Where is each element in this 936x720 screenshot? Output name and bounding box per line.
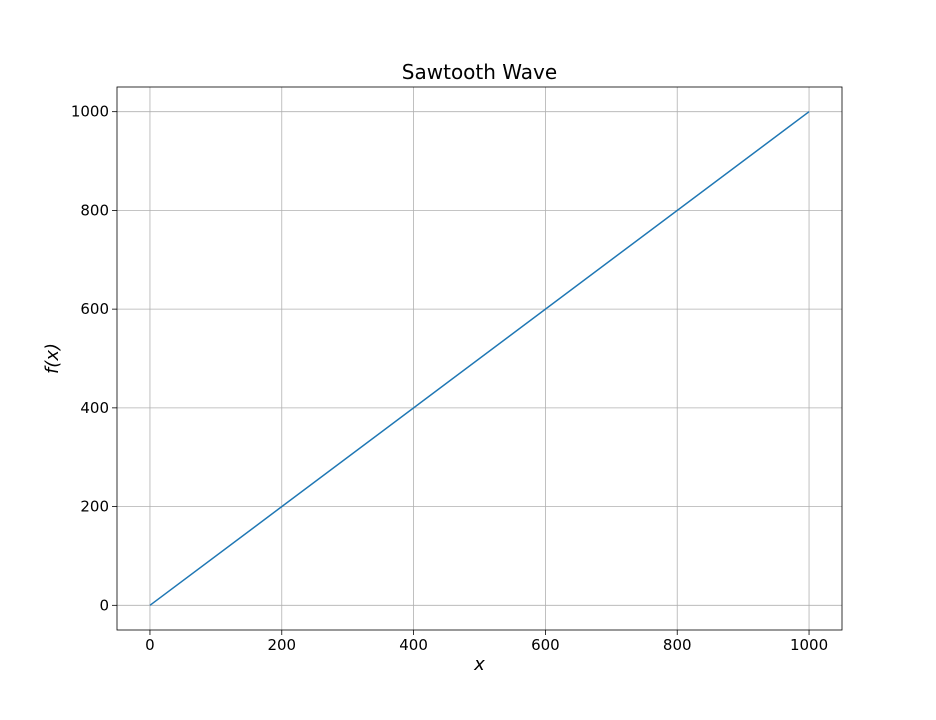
y-tick-label: 600 [80, 300, 109, 318]
y-axis-label: f(x) [42, 343, 63, 374]
y-tick-label: 1000 [71, 103, 109, 121]
grid-layer [117, 87, 842, 630]
y-tick-label: 800 [80, 201, 109, 219]
x-tick-label: 600 [531, 636, 560, 654]
tick-layer: 0 200 400 600 800 1000 0 200 400 600 800 1000 [71, 103, 828, 654]
x-tick-label: 400 [399, 636, 428, 654]
y-tick-label: 200 [80, 498, 109, 516]
series-layer [149, 111, 810, 606]
y-tick-label: 400 [80, 399, 109, 417]
x-axis-label: x [473, 654, 485, 675]
chart-title: Sawtooth Wave [402, 60, 557, 84]
y-tick-label: 0 [99, 596, 109, 614]
x-tick-label: 200 [267, 636, 296, 654]
series-line [149, 111, 810, 606]
x-tick-label: 0 [145, 636, 155, 654]
x-tick-label: 800 [663, 636, 692, 654]
plot-frame [116, 86, 843, 631]
x-tick-label: 1000 [790, 636, 828, 654]
